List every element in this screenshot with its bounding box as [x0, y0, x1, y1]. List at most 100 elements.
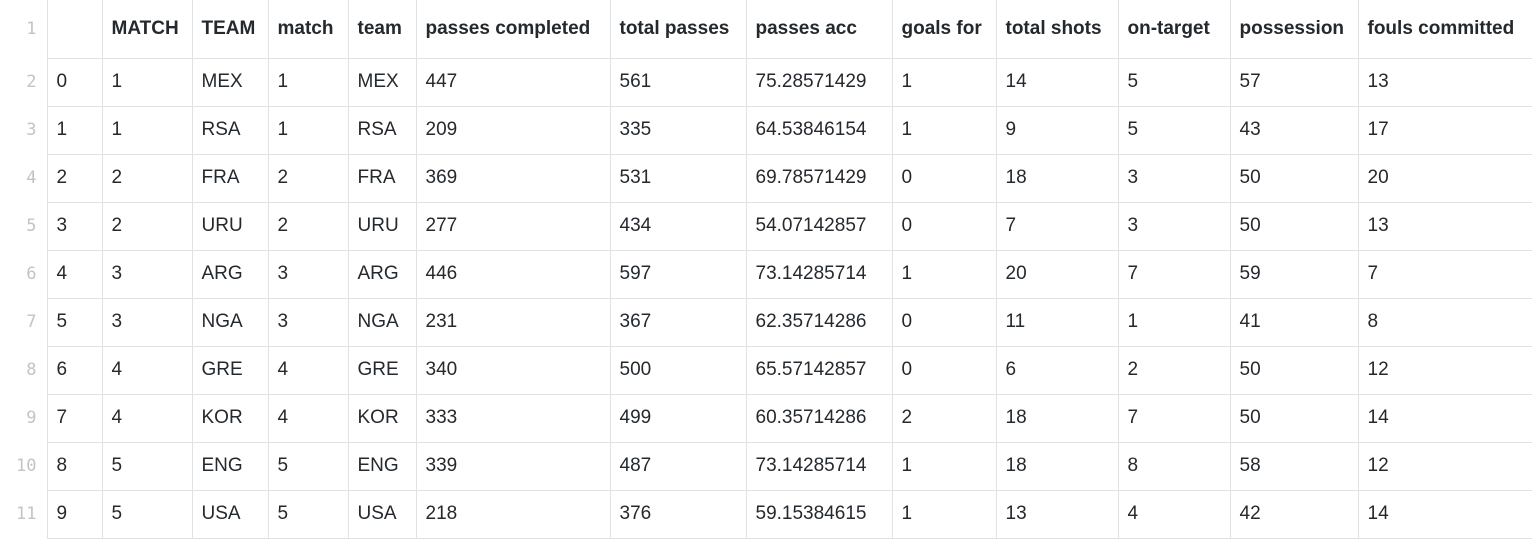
cell-total-shots: 7: [995, 201, 1119, 251]
cell-match: 4: [267, 345, 349, 395]
cell-team-upper: NGA: [191, 297, 269, 347]
cell-team-upper: ENG: [191, 441, 269, 491]
cell-total-shots: 20: [995, 249, 1119, 299]
cell-passes-acc: 73.14285714: [745, 441, 893, 491]
line-number[interactable]: 3: [0, 106, 48, 154]
cell-on-target: 3: [1117, 201, 1231, 251]
cell-index: 3: [46, 201, 103, 251]
cell-passes-acc: 65.57142857: [745, 345, 893, 395]
cell-index: 0: [46, 57, 103, 107]
cell-possession: 50: [1229, 393, 1359, 443]
header-row: 1 MATCH TEAM match team passes completed…: [0, 0, 1532, 59]
table-row: 2 0 1 MEX 1 MEX 447 561 75.28571429 1 14 5 57 13: [0, 57, 1532, 107]
column-header-passes-acc: passes acc: [745, 0, 893, 59]
cell-fouls-committed: 13: [1357, 201, 1532, 251]
table-row: 5 3 2 URU 2 URU 277 434 54.07142857 0 7 3 50 13: [0, 201, 1532, 251]
column-header-index: [46, 0, 103, 59]
cell-possession: 41: [1229, 297, 1359, 347]
cell-team: URU: [347, 201, 417, 251]
cell-match: 1: [267, 105, 349, 155]
cell-goals-for: 0: [891, 201, 997, 251]
cell-team-upper: URU: [191, 201, 269, 251]
cell-passes-acc: 59.15384615: [745, 489, 893, 539]
cell-team-upper: ARG: [191, 249, 269, 299]
cell-passes-completed: 218: [415, 489, 611, 539]
column-header-possession: possession: [1229, 0, 1359, 59]
cell-goals-for: 1: [891, 249, 997, 299]
cell-team: KOR: [347, 393, 417, 443]
cell-match: 5: [267, 441, 349, 491]
cell-possession: 43: [1229, 105, 1359, 155]
table-row: 9 7 4 KOR 4 KOR 333 499 60.35714286 2 18 7 50 14: [0, 393, 1532, 443]
cell-passes-acc: 69.78571429: [745, 153, 893, 203]
cell-index: 9: [46, 489, 103, 539]
line-number[interactable]: 7: [0, 298, 48, 346]
cell-goals-for: 1: [891, 489, 997, 539]
cell-match-upper: 5: [101, 441, 193, 491]
cell-possession: 50: [1229, 345, 1359, 395]
cell-possession: 50: [1229, 201, 1359, 251]
cell-total-passes: 434: [609, 201, 747, 251]
line-number[interactable]: 4: [0, 154, 48, 202]
line-number[interactable]: 6: [0, 250, 48, 298]
cell-goals-for: 1: [891, 57, 997, 107]
line-number[interactable]: 8: [0, 346, 48, 394]
cell-match-upper: 5: [101, 489, 193, 539]
line-number[interactable]: 10: [0, 442, 48, 490]
cell-passes-completed: 446: [415, 249, 611, 299]
cell-team: NGA: [347, 297, 417, 347]
cell-passes-acc: 64.53846154: [745, 105, 893, 155]
column-header-total-shots: total shots: [995, 0, 1119, 59]
cell-match: 2: [267, 201, 349, 251]
cell-goals-for: 0: [891, 345, 997, 395]
cell-team-upper: MEX: [191, 57, 269, 107]
cell-match-upper: 2: [101, 153, 193, 203]
cell-passes-acc: 62.35714286: [745, 297, 893, 347]
cell-passes-completed: 447: [415, 57, 611, 107]
cell-team: ENG: [347, 441, 417, 491]
cell-passes-acc: 75.28571429: [745, 57, 893, 107]
table-row: 4 2 2 FRA 2 FRA 369 531 69.78571429 0 18 3 50 20: [0, 153, 1532, 203]
cell-index: 7: [46, 393, 103, 443]
cell-total-passes: 376: [609, 489, 747, 539]
cell-match-upper: 2: [101, 201, 193, 251]
cell-on-target: 7: [1117, 393, 1231, 443]
cell-total-shots: 9: [995, 105, 1119, 155]
cell-match-upper: 1: [101, 105, 193, 155]
cell-total-passes: 335: [609, 105, 747, 155]
cell-total-shots: 18: [995, 393, 1119, 443]
cell-fouls-committed: 20: [1357, 153, 1532, 203]
cell-team: RSA: [347, 105, 417, 155]
cell-index: 1: [46, 105, 103, 155]
line-number[interactable]: 2: [0, 58, 48, 106]
cell-fouls-committed: 14: [1357, 489, 1532, 539]
cell-passes-completed: 277: [415, 201, 611, 251]
cell-goals-for: 0: [891, 297, 997, 347]
line-number[interactable]: 5: [0, 202, 48, 250]
cell-on-target: 5: [1117, 105, 1231, 155]
column-header-goals-for: goals for: [891, 0, 997, 59]
cell-on-target: 5: [1117, 57, 1231, 107]
cell-passes-completed: 231: [415, 297, 611, 347]
cell-match-upper: 3: [101, 297, 193, 347]
cell-team-upper: RSA: [191, 105, 269, 155]
cell-match: 5: [267, 489, 349, 539]
cell-total-shots: 6: [995, 345, 1119, 395]
line-number[interactable]: 11: [0, 490, 48, 538]
line-number[interactable]: 1: [0, 0, 48, 58]
cell-goals-for: 1: [891, 105, 997, 155]
cell-fouls-committed: 7: [1357, 249, 1532, 299]
cell-match-upper: 4: [101, 393, 193, 443]
cell-team-upper: GRE: [191, 345, 269, 395]
cell-team-upper: USA: [191, 489, 269, 539]
cell-total-passes: 500: [609, 345, 747, 395]
cell-match: 3: [267, 297, 349, 347]
column-header-team-upper: TEAM: [191, 0, 269, 59]
cell-on-target: 2: [1117, 345, 1231, 395]
line-number[interactable]: 9: [0, 394, 48, 442]
cell-total-shots: 14: [995, 57, 1119, 107]
cell-total-passes: 499: [609, 393, 747, 443]
column-header-on-target: on-target: [1117, 0, 1231, 59]
cell-passes-acc: 60.35714286: [745, 393, 893, 443]
